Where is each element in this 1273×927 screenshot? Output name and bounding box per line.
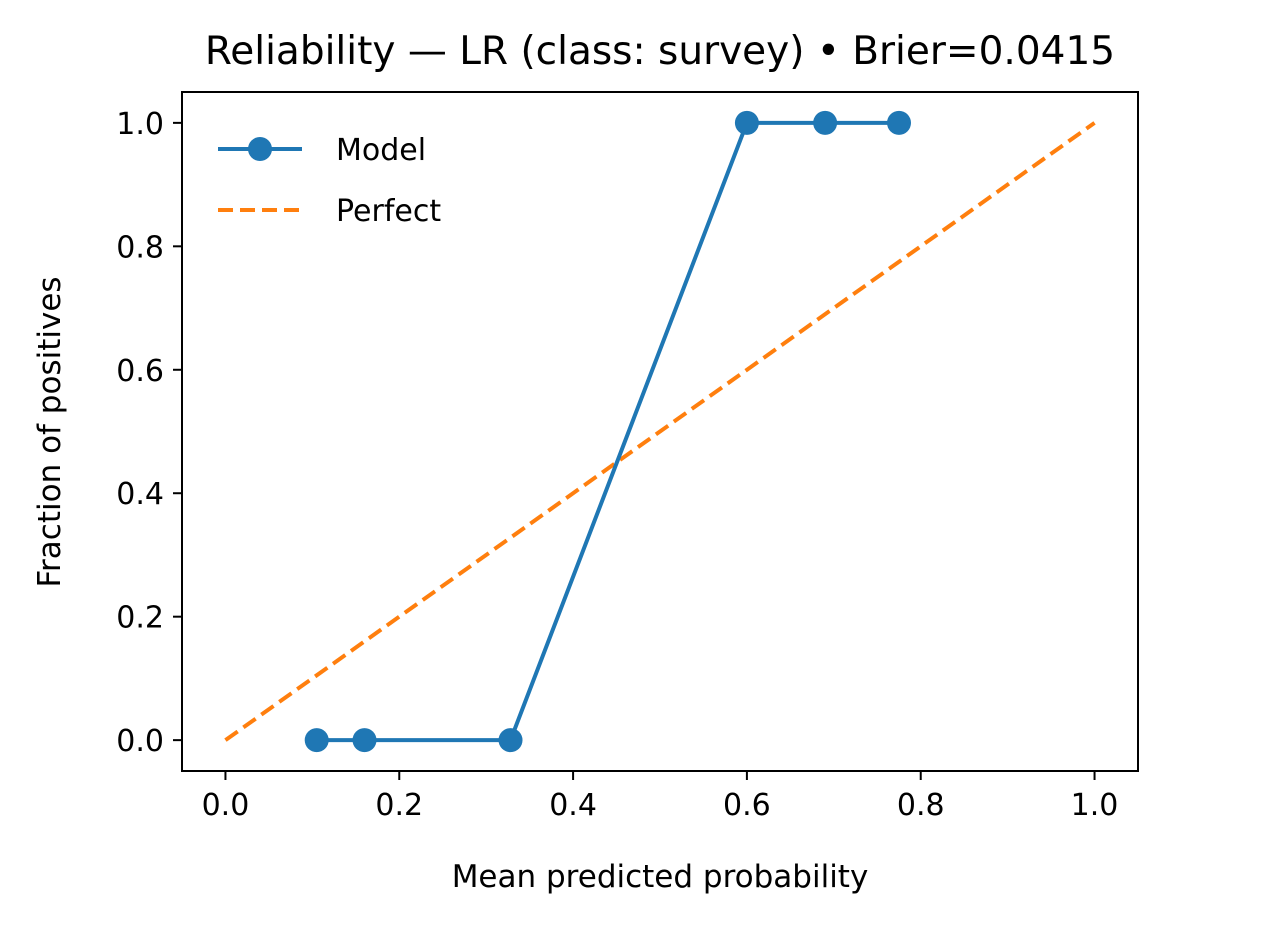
model-point (304, 728, 329, 753)
x-tick-label: 0.0 (202, 788, 250, 823)
y-tick-label: 0.8 (116, 230, 164, 265)
legend-perfect-label: Perfect (336, 194, 441, 229)
model-point (887, 110, 911, 135)
y-tick-label: 1.0 (116, 107, 164, 142)
model-point (734, 110, 759, 135)
legend: Model Perfect (218, 133, 441, 229)
axis-ticks: 0.0 0.2 0.4 0.6 0.8 1.0 0.0 0.2 0.4 0.6 0.8 1.0 (116, 107, 1118, 823)
x-tick-label: 0.6 (723, 788, 771, 823)
x-tick-label: 1.0 (1071, 788, 1119, 823)
x-tick-label: 0.2 (375, 788, 423, 823)
legend-model-label: Model (336, 133, 426, 168)
chart-title: Reliability — LR (class: survey) • Brier… (205, 29, 1115, 74)
y-tick-label: 0.2 (116, 601, 164, 636)
legend-model-marker (248, 137, 272, 161)
y-tick-label: 0.0 (116, 724, 164, 759)
x-tick-label: 0.8 (897, 788, 945, 823)
x-tick-label: 0.4 (549, 788, 597, 823)
y-tick-label: 0.4 (116, 477, 164, 512)
y-axis-label: Fraction of positives (32, 276, 68, 587)
series-layer (224, 110, 1096, 753)
perfect-calibration-line (224, 121, 1096, 742)
y-tick-label: 0.6 (116, 354, 164, 389)
model-point (813, 110, 838, 135)
model-point (352, 728, 377, 753)
model-point (498, 728, 523, 753)
plot-frame (181, 91, 1139, 772)
x-axis-label: Mean predicted probability (452, 859, 869, 895)
